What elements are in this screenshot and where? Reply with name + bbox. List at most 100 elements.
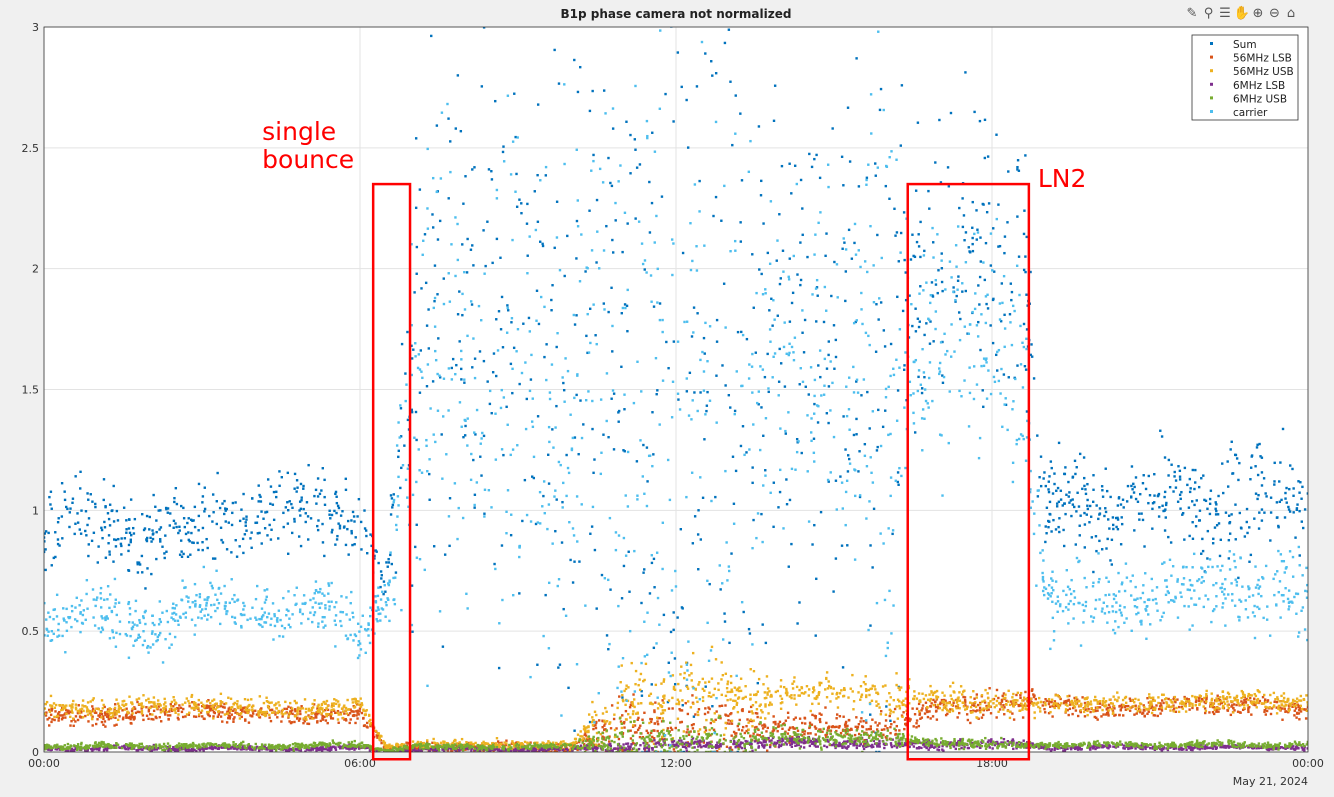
data-point [1112, 704, 1116, 708]
data-point [462, 435, 465, 439]
data-point [1231, 700, 1234, 703]
data-point [181, 715, 185, 719]
data-point [1048, 500, 1052, 504]
data-point [164, 506, 168, 510]
data-point [428, 498, 431, 501]
data-point [150, 572, 153, 576]
data-point [1243, 696, 1247, 699]
data-point [686, 744, 690, 748]
data-point [826, 726, 830, 730]
data-point [588, 720, 592, 724]
data-point [1068, 491, 1071, 494]
data-point [722, 733, 726, 737]
data-point [225, 721, 229, 724]
data-point [627, 550, 630, 553]
data-point [1085, 697, 1088, 700]
data-point [622, 564, 626, 568]
data-point [232, 703, 235, 706]
data-point [1179, 702, 1182, 705]
data-point [842, 715, 845, 718]
data-point [604, 728, 607, 731]
data-point [900, 701, 904, 704]
data-point [787, 716, 790, 719]
data-point [790, 696, 793, 700]
data-point [190, 695, 193, 698]
data-point [1139, 492, 1142, 496]
data-point [739, 112, 742, 115]
data-point [741, 425, 745, 428]
data-point [91, 717, 94, 721]
data-point [681, 699, 684, 702]
data-point [1092, 570, 1095, 574]
data-point [987, 696, 990, 700]
data-point [1234, 503, 1237, 506]
data-point [106, 512, 110, 515]
data-point [740, 746, 744, 750]
data-point [1021, 699, 1024, 702]
data-point [1231, 472, 1234, 475]
data-point [1191, 521, 1194, 524]
data-point [48, 724, 51, 727]
data-point [436, 238, 440, 241]
data-point [377, 732, 380, 735]
data-point [986, 307, 990, 310]
data-point [114, 538, 118, 542]
data-point [163, 697, 166, 701]
data-point [751, 725, 754, 728]
data-point [569, 742, 572, 745]
data-point [729, 690, 732, 694]
data-point [491, 261, 494, 265]
data-point [322, 710, 325, 713]
data-point [495, 237, 499, 241]
data-point [330, 705, 333, 708]
data-point [1002, 692, 1006, 695]
data-point [1237, 478, 1240, 482]
data-point [512, 743, 516, 747]
data-point [259, 709, 262, 712]
data-point [112, 484, 115, 488]
data-point [885, 699, 889, 703]
data-point [1159, 702, 1162, 705]
data-point [998, 702, 1001, 705]
data-point [1247, 708, 1250, 711]
data-point [224, 507, 227, 510]
data-point [1105, 489, 1109, 493]
data-point [840, 689, 843, 692]
data-point [858, 450, 861, 453]
data-point [1007, 700, 1010, 703]
data-point [737, 728, 741, 731]
data-point [763, 697, 767, 700]
data-point [1251, 702, 1254, 706]
data-point [120, 537, 123, 540]
data-point [701, 687, 705, 691]
data-point [1283, 700, 1287, 704]
data-point [931, 715, 935, 718]
data-point [1284, 710, 1287, 713]
data-point [553, 48, 556, 52]
data-point [835, 697, 838, 700]
data-point [1153, 494, 1156, 497]
data-point [612, 448, 616, 451]
data-point [677, 702, 681, 706]
data-point [495, 737, 499, 740]
data-point [755, 725, 758, 729]
data-point [763, 691, 767, 694]
data-point [440, 433, 443, 436]
data-point [414, 137, 418, 140]
data-point [236, 712, 239, 715]
data-point [177, 718, 180, 721]
data-point [1228, 521, 1231, 525]
data-point [632, 693, 635, 696]
data-point [130, 713, 133, 717]
data-point [150, 717, 153, 721]
data-point [288, 701, 292, 705]
data-point [523, 740, 527, 744]
data-point [969, 711, 973, 714]
data-point [1017, 169, 1021, 172]
data-point [1191, 702, 1194, 706]
data-point [1086, 713, 1089, 717]
data-point [787, 565, 790, 568]
data-point [813, 725, 817, 728]
data-point [122, 506, 126, 509]
data-point [469, 741, 473, 744]
